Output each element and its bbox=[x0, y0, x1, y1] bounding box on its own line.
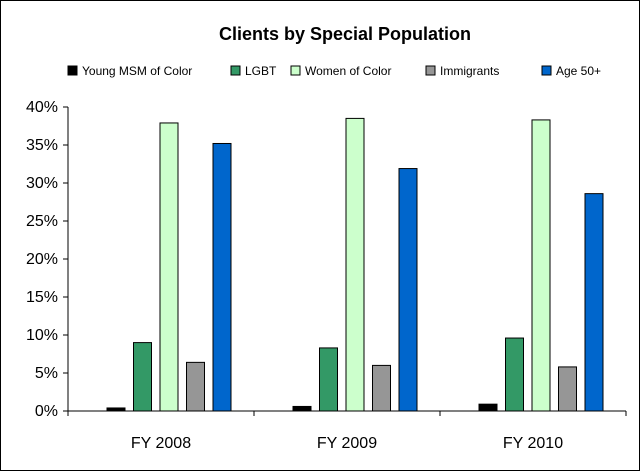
x-tick-label: FY 2009 bbox=[317, 435, 377, 452]
bar-women-of-color-2 bbox=[531, 119, 551, 412]
legend: Young MSM of Color LGBT Women of Color Immi… bbox=[67, 64, 601, 78]
legend-item: Age 50+ bbox=[541, 64, 601, 78]
y-tick-label: 0% bbox=[35, 403, 58, 420]
bar-young-msm-of-color-0 bbox=[106, 407, 126, 412]
y-tick-label: 5% bbox=[35, 365, 58, 382]
bar-immigrants-0 bbox=[186, 361, 205, 412]
bar-young-msm-of-color-2 bbox=[478, 403, 498, 412]
legend-label: Women of Color bbox=[305, 64, 391, 78]
bars bbox=[106, 117, 604, 412]
legend-item: Women of Color bbox=[290, 64, 391, 78]
x-axis: FY 2008 FY 2009 FY 2010 bbox=[67, 410, 627, 452]
legend-label: LGBT bbox=[245, 64, 277, 78]
x-tick-label: FY 2010 bbox=[503, 435, 563, 452]
legend-item: LGBT bbox=[230, 64, 277, 78]
bar-immigrants-2 bbox=[558, 366, 577, 412]
bar-young-msm-of-color-1 bbox=[292, 405, 312, 412]
legend-item: Young MSM of Color bbox=[67, 64, 192, 78]
bar-immigrants-1 bbox=[372, 364, 391, 412]
bar-lgbt-1 bbox=[319, 347, 338, 412]
y-tick-label: 10% bbox=[26, 327, 58, 344]
legend-label: Immigrants bbox=[440, 64, 499, 78]
legend-label: Age 50+ bbox=[556, 64, 601, 78]
legend-swatch bbox=[230, 65, 241, 76]
y-tick-label: 40% bbox=[26, 99, 58, 116]
bar-age-50--0 bbox=[212, 142, 232, 412]
y-tick-label: 15% bbox=[26, 289, 58, 306]
legend-label: Young MSM of Color bbox=[82, 64, 192, 78]
y-tick-label: 35% bbox=[26, 137, 58, 154]
legend-item: Immigrants bbox=[425, 64, 499, 78]
y-tick-label: 25% bbox=[26, 213, 58, 230]
x-tick-label: FY 2008 bbox=[131, 435, 191, 452]
legend-swatch bbox=[425, 65, 436, 76]
bar-lgbt-2 bbox=[505, 337, 524, 412]
bar-women-of-color-0 bbox=[159, 122, 179, 412]
y-axis: 0% 5% 10% 15% 20% 25% 30% 35% 40% bbox=[26, 99, 69, 420]
bar-women-of-color-1 bbox=[345, 117, 365, 412]
bar-age-50--2 bbox=[584, 193, 604, 412]
bar-age-50--1 bbox=[398, 168, 418, 412]
legend-swatch bbox=[67, 65, 78, 76]
legend-swatch bbox=[290, 65, 301, 76]
bar-lgbt-0 bbox=[133, 342, 152, 412]
legend-swatch bbox=[541, 65, 552, 76]
chart-title: Clients by Special Population bbox=[219, 24, 471, 44]
y-tick-label: 20% bbox=[26, 251, 58, 268]
y-tick-label: 30% bbox=[26, 175, 58, 192]
